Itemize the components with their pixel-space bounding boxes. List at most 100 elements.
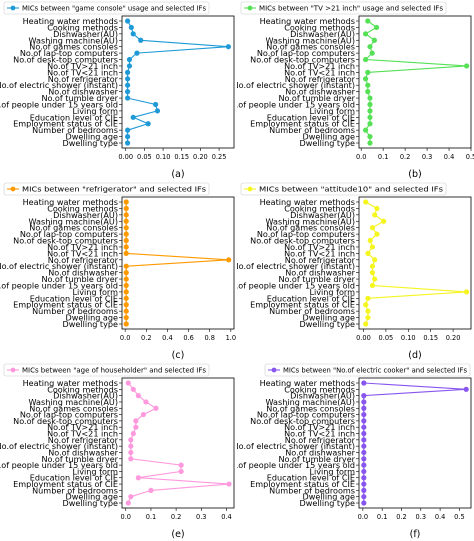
- panel-label: (a): [171, 169, 184, 180]
- y-tick-label: No.of refrigerator: [48, 74, 119, 84]
- legend-label: MICs between "No.of electric cooker" and…: [283, 367, 467, 375]
- data-point: [123, 244, 129, 250]
- y-tick-label: Cooking methods: [47, 384, 118, 394]
- data-point: [361, 411, 367, 418]
- legend-marker: [10, 367, 16, 373]
- y-tick-label: Education level of CIE: [30, 293, 118, 303]
- data-point: [135, 475, 141, 481]
- legend-box: [3, 1, 210, 15]
- data-point: [226, 257, 232, 263]
- legend-label: MICs between "attitude10" and selected I…: [259, 186, 443, 194]
- y-tick-label: No.of TV>21 inch: [47, 242, 118, 252]
- y-tick-label: Number of bedrooms: [269, 485, 355, 495]
- legend-label: MICs between "refrigerator" and selected…: [22, 186, 206, 194]
- y-tick-label: No.of TV>21 inch: [284, 61, 355, 71]
- data-point: [125, 69, 131, 75]
- y-tick-label: No.of refrigerator: [285, 435, 356, 445]
- plot-frame: [121, 15, 235, 149]
- legend-marker: [271, 367, 277, 373]
- y-tick-label: Living form: [309, 106, 355, 116]
- x-tick-label: 0.1: [377, 513, 388, 521]
- data-point: [363, 321, 369, 327]
- y-tick-label: Dwelling type: [300, 138, 356, 148]
- y-tick-label: No.of lap-top computers: [257, 48, 355, 58]
- y-tick-label: Dwelling type: [63, 138, 119, 148]
- y-tick-label: No.of TV<21 inch: [284, 429, 355, 439]
- data-point: [123, 250, 129, 256]
- x-tick-label: 0.15: [423, 334, 438, 342]
- y-tick-label: Heating water methods: [23, 378, 118, 388]
- x-tick-label: 0.10: [156, 153, 171, 161]
- data-point: [362, 56, 369, 63]
- data-point: [362, 76, 369, 82]
- data-point: [369, 263, 376, 269]
- data-point: [128, 437, 134, 443]
- data-point: [361, 462, 367, 468]
- data-point: [361, 487, 367, 493]
- y-tick-label: Heating water methods: [260, 197, 355, 207]
- data-point: [361, 393, 367, 399]
- y-tick-label: Education level of CIE: [30, 473, 118, 483]
- data-point: [365, 69, 371, 75]
- x-tick-label: 0.1: [146, 513, 157, 521]
- x-tick-label: 0.5: [454, 513, 465, 521]
- y-tick-label: No.of tumble dryer: [279, 93, 356, 103]
- legend-box: [264, 363, 471, 377]
- y-tick-label: Number of bedrooms: [32, 125, 118, 135]
- data-point: [372, 276, 378, 282]
- y-tick-label: Living form: [72, 106, 118, 116]
- legend-label: MICs between "age of householder" and se…: [22, 367, 206, 375]
- data-point: [367, 108, 373, 114]
- y-tick-label: No.of dishwasher: [285, 447, 355, 457]
- data-point: [365, 89, 371, 95]
- data-point: [372, 212, 378, 218]
- data-point: [463, 289, 470, 295]
- data-point: [123, 212, 129, 218]
- data-point: [361, 494, 367, 500]
- data-point: [365, 82, 371, 88]
- y-tick-label: No.of games consoles: [266, 42, 355, 52]
- y-tick-label: No.of electric shower (instant): [237, 80, 355, 90]
- legend-label: MICs between "game console" usage and se…: [22, 5, 206, 13]
- data-point: [125, 89, 131, 95]
- data-point: [123, 231, 129, 237]
- data-point: [138, 37, 144, 43]
- y-tick-label: No.of tumble dryer: [279, 454, 356, 464]
- y-tick-label: No.of people under 15 years old: [237, 460, 355, 470]
- y-tick-label: Heating water methods: [23, 197, 118, 207]
- legend-marker: [10, 5, 16, 11]
- y-tick-label: Dwelling type: [300, 498, 356, 508]
- data-point: [361, 430, 367, 437]
- y-tick-label: No.of people under 15 years old: [237, 99, 355, 109]
- data-point: [123, 314, 129, 321]
- y-tick-label: No.of dishwasher: [48, 268, 118, 278]
- x-tick-label: 0.00: [356, 334, 371, 342]
- plot-frame: [358, 377, 472, 509]
- data-point: [365, 18, 371, 24]
- y-tick-label: Employment status of CIE: [13, 119, 118, 129]
- x-tick-label: 0.0: [120, 334, 131, 342]
- y-tick-label: No.of people under 15 years old: [0, 280, 118, 290]
- y-tick-label: Dishwasher(AU): [290, 29, 355, 39]
- x-tick-label: 0.3: [422, 153, 433, 161]
- panel-label: (c): [172, 350, 185, 361]
- y-tick-label: No.of TV<21 inch: [47, 67, 118, 77]
- y-tick-label: No.of electric shower (instant): [0, 441, 118, 451]
- x-tick-label: 0.3: [196, 513, 207, 521]
- y-tick-label: No.of dishwasher: [48, 87, 118, 97]
- y-tick-label: No.of games consoles: [29, 223, 118, 233]
- y-tick-label: No.of electric shower (instant): [0, 80, 118, 90]
- y-tick-label: No.of lap-top computers: [257, 229, 355, 239]
- y-tick-label: Cooking methods: [47, 22, 118, 32]
- data-point: [367, 114, 373, 120]
- x-tick-label: 0.2: [171, 513, 182, 521]
- y-tick-label: Washing machine(AU): [266, 216, 355, 226]
- x-tick-label: 0.2: [141, 334, 152, 342]
- y-tick-label: No.of refrigerator: [285, 74, 356, 84]
- data-point: [178, 462, 184, 468]
- data-point: [125, 380, 131, 386]
- data-point: [367, 95, 373, 101]
- y-tick-label: No.of games consoles: [266, 403, 355, 413]
